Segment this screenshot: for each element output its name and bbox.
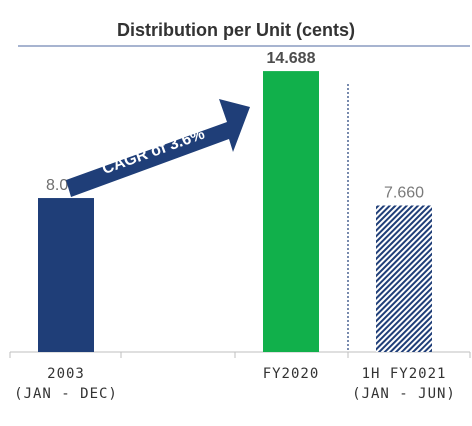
bar-2 xyxy=(376,205,432,352)
category-label-0: 2003 xyxy=(47,366,85,382)
category-sublabel-2: (JAN - JUN) xyxy=(352,386,456,402)
category-label-1: FY2020 xyxy=(263,366,320,382)
cagr-arrow-shape xyxy=(66,99,250,197)
category-label-2: 1H FY2021 xyxy=(362,366,447,382)
category-sublabel-0: (JAN - DEC) xyxy=(14,386,118,402)
tick-labels: 2003 (JAN - DEC) FY2020 1H FY2021 (JAN - JUN… xyxy=(14,366,456,402)
bars xyxy=(38,71,432,352)
bar-0 xyxy=(38,198,94,352)
tick-marks xyxy=(9,352,471,358)
value-label-2: 7.660 xyxy=(384,185,424,202)
cagr-arrow: CAGR of 3.6% xyxy=(66,99,250,197)
bar-1 xyxy=(263,71,319,352)
chart-title: Distribution per Unit (cents) xyxy=(117,20,355,40)
value-label-1: 14.688 xyxy=(267,50,316,67)
